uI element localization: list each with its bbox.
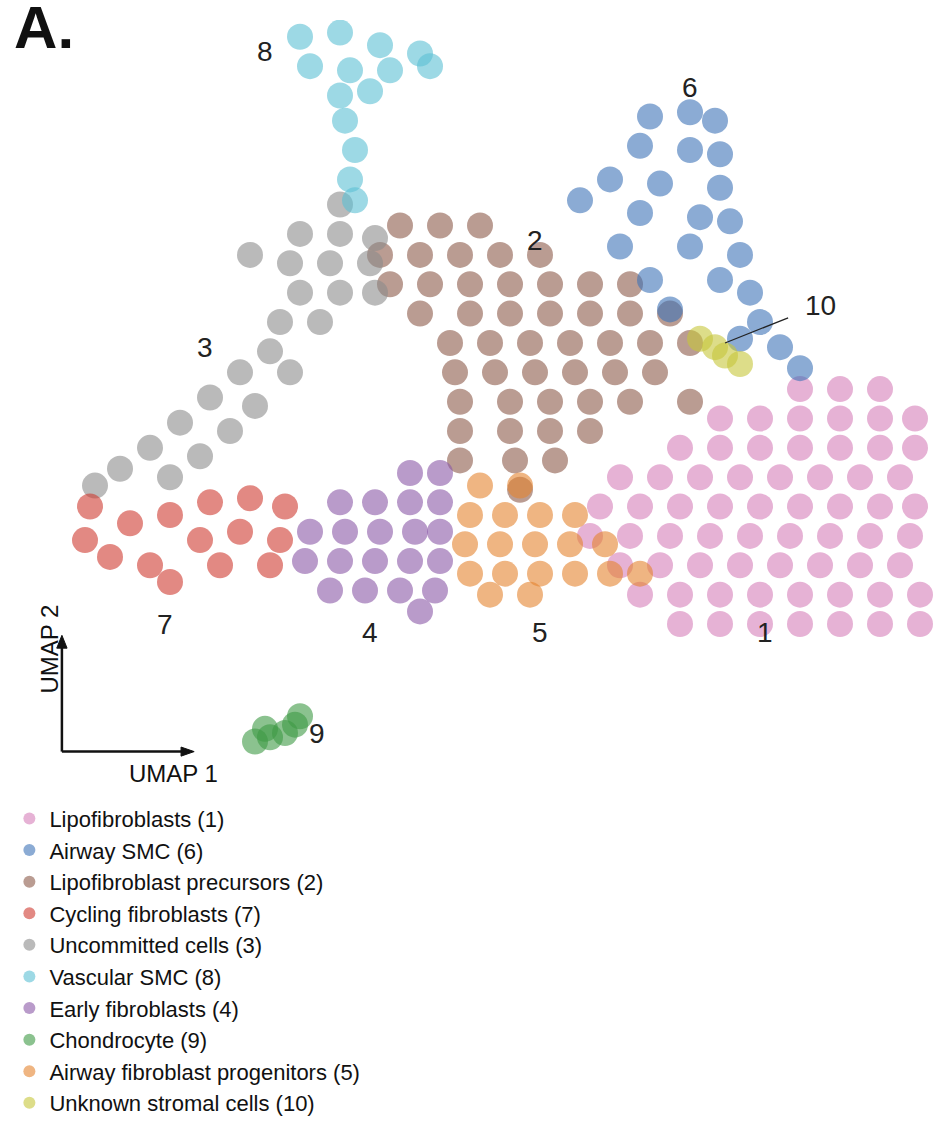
svg-text:5: 5 (532, 617, 548, 648)
svg-text:10: 10 (805, 290, 836, 321)
svg-text:8: 8 (257, 36, 273, 67)
svg-text:1: 1 (757, 617, 773, 648)
svg-text:Early fibroblasts (4): Early fibroblasts (4) (49, 997, 239, 1022)
svg-text:A.: A. (14, 0, 74, 61)
svg-text:2: 2 (527, 225, 543, 256)
svg-text:Airway SMC (6): Airway SMC (6) (49, 839, 203, 864)
svg-text:Lipofibroblasts (1): Lipofibroblasts (1) (49, 807, 224, 832)
svg-text:7: 7 (157, 609, 173, 640)
svg-text:3: 3 (197, 332, 213, 363)
svg-text:Uncommitted cells (3): Uncommitted cells (3) (49, 933, 262, 958)
svg-text:Unknown stromal cells (10): Unknown stromal cells (10) (49, 1091, 314, 1116)
svg-text:Cycling fibroblasts (7): Cycling fibroblasts (7) (49, 902, 261, 927)
svg-text:9: 9 (309, 718, 325, 749)
svg-text:UMAP 1: UMAP 1 (129, 760, 218, 787)
svg-text:UMAP 2: UMAP 2 (36, 605, 63, 694)
svg-text:6: 6 (682, 72, 698, 103)
svg-text:4: 4 (362, 617, 378, 648)
svg-text:Airway fibroblast progenitors: Airway fibroblast progenitors (5) (49, 1060, 360, 1085)
svg-text:Chondrocyte (9): Chondrocyte (9) (49, 1028, 207, 1053)
svg-text:Lipofibroblast precursors (2): Lipofibroblast precursors (2) (49, 870, 323, 895)
svg-text:Vascular SMC (8): Vascular SMC (8) (49, 965, 221, 990)
